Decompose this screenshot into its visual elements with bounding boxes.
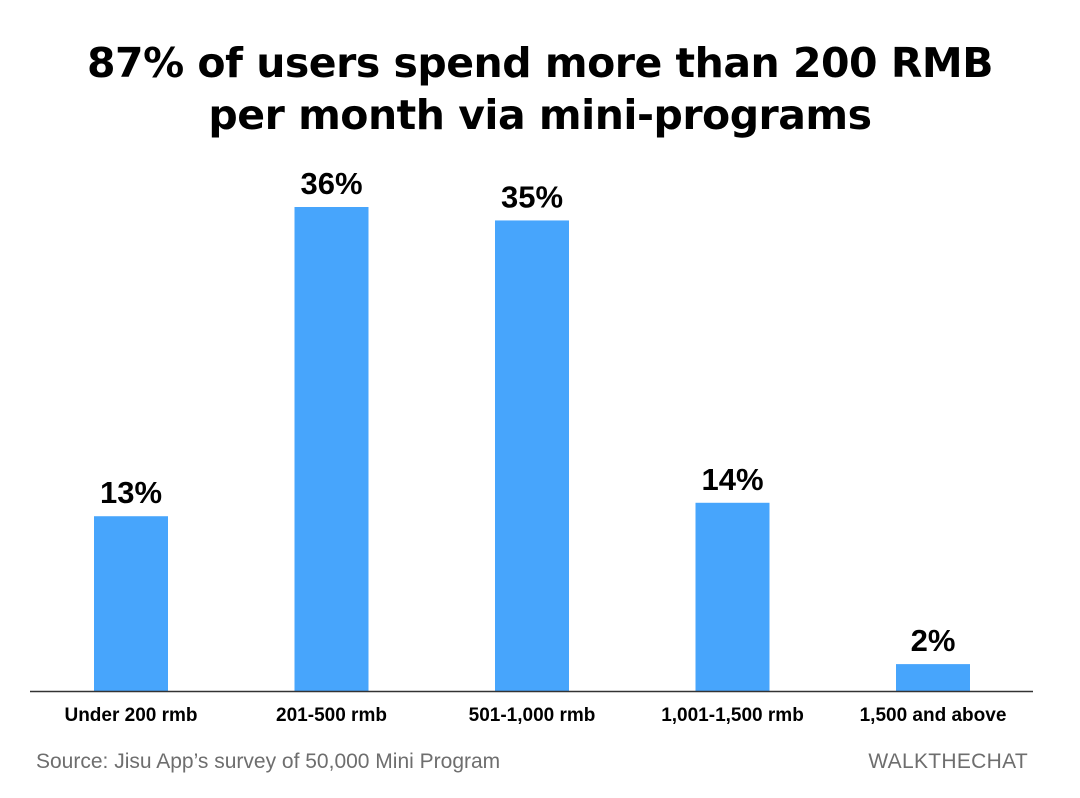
chart-title-line-1: 87% of users spend more than 200 RMB xyxy=(87,39,993,87)
brand-name: WALKTHECHAT xyxy=(868,750,1028,773)
bar xyxy=(896,664,970,691)
category-tick-label: 501-1,000 rmb xyxy=(469,705,596,726)
bar-value-label: 14% xyxy=(701,462,763,497)
category-tick-label: 1,001-1,500 rmb xyxy=(661,705,804,726)
source-note: Source: Jisu App’s survey of 50,000 Mini… xyxy=(36,750,501,773)
bar xyxy=(94,516,168,691)
bar xyxy=(695,502,770,691)
chart-title-line-2: per month via mini-programs xyxy=(208,91,872,139)
category-tick-label: 201-500 rmb xyxy=(276,705,387,726)
bar xyxy=(294,207,369,691)
bar-value-label: 36% xyxy=(300,166,362,201)
bar xyxy=(495,220,569,691)
category-tick-label: 1,500 and above xyxy=(860,705,1007,726)
bar-value-label: 13% xyxy=(100,475,162,510)
bar-value-label: 35% xyxy=(501,179,563,214)
category-tick-label: Under 200 rmb xyxy=(64,705,197,726)
bar-value-label: 2% xyxy=(911,623,956,658)
